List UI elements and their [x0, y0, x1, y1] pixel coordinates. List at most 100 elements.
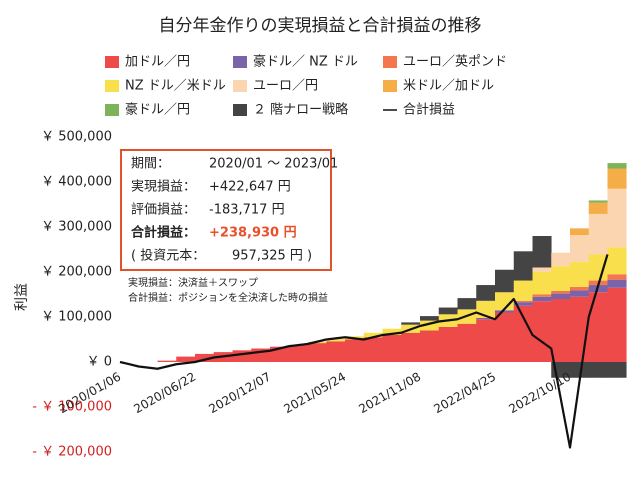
bar — [326, 341, 346, 362]
bar — [588, 292, 608, 362]
bar — [157, 360, 177, 362]
bar — [570, 228, 590, 236]
legend-label: 豪ドル／円 — [125, 102, 190, 118]
y-tick-label: ￥ 300,000 — [41, 220, 112, 235]
legend-swatch — [383, 80, 397, 92]
bar — [382, 328, 402, 335]
bar — [588, 200, 608, 203]
legend-swatch — [105, 104, 119, 116]
bar — [513, 305, 533, 362]
bar — [551, 266, 571, 291]
bar — [288, 344, 308, 362]
bar — [588, 254, 608, 281]
bar — [532, 272, 552, 295]
legend: 加ドル／円 豪ドル／ NZ ドル ユーロ／英ポンド NZ ドル／米ドル ユーロ／円 米ドル… — [105, 54, 507, 118]
info-value: +238,930 円 — [209, 226, 297, 241]
info-box: 期間： 2020/01 ～ 2023/01 実現損益： +422,647 円評価損益：… — [120, 149, 338, 271]
bar — [532, 296, 552, 302]
bar — [551, 299, 571, 362]
bar — [457, 323, 477, 362]
y-axis-label: 利益 — [14, 283, 30, 311]
bar — [607, 279, 627, 288]
bar — [438, 326, 458, 362]
bar — [570, 290, 590, 297]
legend-label: 豪ドル／ NZ ドル — [253, 54, 358, 70]
bar — [438, 307, 458, 315]
bar — [532, 301, 552, 362]
y-tick-label: ￥ 200,000 — [41, 265, 112, 280]
legend-swatch — [105, 56, 119, 68]
bar — [476, 317, 496, 320]
bar — [551, 290, 571, 294]
bar — [176, 356, 196, 362]
bar — [607, 247, 627, 275]
bar — [532, 236, 552, 268]
bar — [607, 274, 627, 280]
bar — [513, 302, 533, 306]
x-tick-label: 2020/12/07 — [206, 370, 273, 417]
bar — [570, 262, 590, 287]
bar — [588, 362, 608, 378]
bar — [495, 310, 515, 313]
bar — [420, 330, 440, 362]
bar — [345, 339, 365, 362]
bar — [513, 280, 533, 301]
legend-swatch — [233, 104, 247, 116]
bar — [326, 339, 346, 342]
x-tick-label: 2021/05/24 — [281, 370, 348, 417]
info-value: 957,325 円 ) — [232, 249, 312, 264]
bar — [401, 322, 421, 325]
legend-label: NZ ドル／米ドル — [125, 79, 226, 94]
bar — [382, 335, 402, 362]
bar — [420, 316, 440, 321]
bar — [570, 362, 590, 378]
bar — [495, 269, 515, 293]
note: 合計損益：ポジションを全決済した時の損益 — [128, 291, 328, 304]
info-value: -183,717 円 — [209, 203, 285, 218]
info-label: 合計損益： — [131, 225, 196, 241]
bar — [570, 286, 590, 291]
bar — [401, 332, 421, 362]
bar — [607, 287, 627, 362]
legend-swatch — [233, 80, 247, 92]
info-label: 期間： — [131, 157, 170, 172]
y-tick-label: ￥ 400,000 — [41, 175, 112, 190]
bar — [457, 298, 477, 310]
bar — [607, 188, 627, 248]
x-tick-label: 2021/11/08 — [356, 370, 423, 417]
bar — [420, 320, 440, 331]
y-tick-label: - ￥ 200,000 — [32, 445, 112, 460]
chart-title: 自分年金作りの実現損益と合計損益の推移 — [159, 16, 482, 36]
info-value: +422,647 円 — [209, 180, 291, 195]
bar — [607, 168, 627, 189]
legend-label: 合計損益 — [403, 102, 455, 118]
line — [119, 254, 609, 449]
x-tick-label: 2020/06/22 — [131, 370, 198, 417]
bar — [513, 251, 533, 281]
legend-swatch — [233, 56, 247, 68]
legend-label: 加ドル／円 — [125, 55, 190, 70]
bar — [551, 293, 571, 299]
info-value: 2020/01 ～ 2023/01 — [209, 157, 338, 172]
bar — [532, 267, 552, 272]
bar — [588, 202, 608, 214]
bar — [607, 362, 627, 378]
info-label: ( 投資元本： — [131, 248, 205, 264]
bar — [363, 337, 383, 362]
legend-label: ユーロ／英ポンド — [403, 55, 507, 70]
bar — [495, 312, 515, 362]
bar — [476, 285, 496, 301]
bar — [195, 353, 215, 362]
bar — [570, 235, 590, 263]
info-box-frame — [120, 149, 332, 271]
bar — [495, 292, 515, 311]
legend-label: ユーロ／円 — [253, 79, 318, 94]
bar — [513, 300, 533, 303]
bar — [532, 294, 552, 297]
bar — [307, 343, 327, 362]
y-tick-label: ￥ 0 — [87, 355, 112, 370]
y-tick-label: ￥ 500,000 — [41, 130, 112, 145]
bar — [363, 332, 383, 338]
bar — [232, 350, 252, 362]
